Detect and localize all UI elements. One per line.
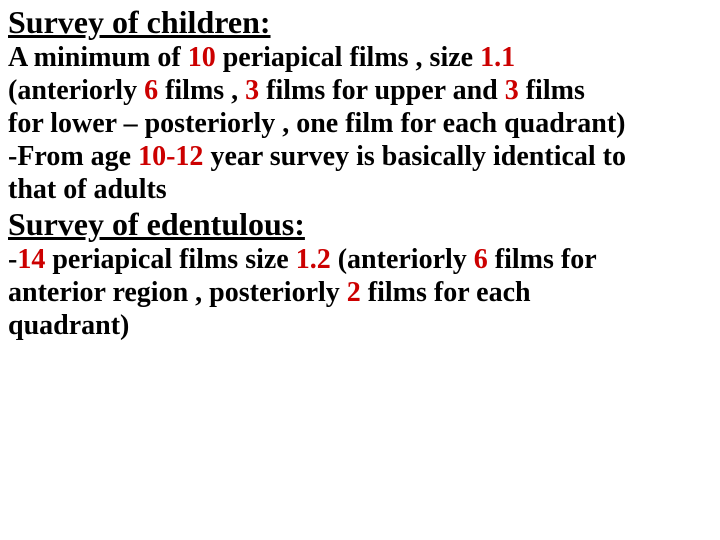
number-highlight: 2: [347, 277, 361, 308]
edentulous-line-3: quadrant): [8, 309, 712, 342]
number-highlight: 10: [188, 42, 216, 73]
number-highlight: 6: [144, 75, 158, 106]
text-fragment: -: [8, 244, 17, 275]
text-fragment: films for: [488, 244, 597, 275]
number-highlight: 6: [474, 244, 488, 275]
text-fragment: year survey is basically identical to: [203, 141, 626, 172]
children-line-1: A minimum of 10 periapical films , size …: [8, 41, 712, 74]
number-highlight: 3: [245, 75, 259, 106]
section-heading-children: Survey of children:: [8, 4, 712, 41]
text-fragment: periapical films , size: [216, 42, 480, 73]
number-highlight: 3: [505, 75, 519, 106]
children-line-4: -From age 10-12 year survey is basically…: [8, 140, 712, 173]
text-fragment: -From age: [8, 141, 138, 172]
number-highlight: 1.1: [480, 42, 515, 73]
text-fragment: anterior region , posteriorly: [8, 277, 347, 308]
children-line-5: that of adults: [8, 173, 712, 206]
children-line-2: (anteriorly 6 films , 3 films for upper …: [8, 74, 712, 107]
text-fragment: A minimum of: [8, 42, 188, 73]
edentulous-line-2: anterior region , posteriorly 2 films fo…: [8, 276, 712, 309]
section-heading-edentulous: Survey of edentulous:: [8, 206, 712, 243]
text-fragment: films: [519, 75, 585, 106]
text-fragment: (anteriorly: [331, 244, 474, 275]
text-fragment: films ,: [158, 75, 245, 106]
number-highlight: 1.2: [296, 244, 331, 275]
edentulous-line-1: -14 periapical films size 1.2 (anteriorl…: [8, 243, 712, 276]
number-highlight: 10-12: [138, 141, 203, 172]
text-fragment: films for upper and: [259, 75, 505, 106]
text-fragment: periapical films size: [45, 244, 295, 275]
text-fragment: (anteriorly: [8, 75, 144, 106]
children-line-3: for lower – posteriorly , one film for e…: [8, 107, 712, 140]
number-highlight: 14: [17, 244, 45, 275]
text-fragment: films for each: [361, 277, 531, 308]
